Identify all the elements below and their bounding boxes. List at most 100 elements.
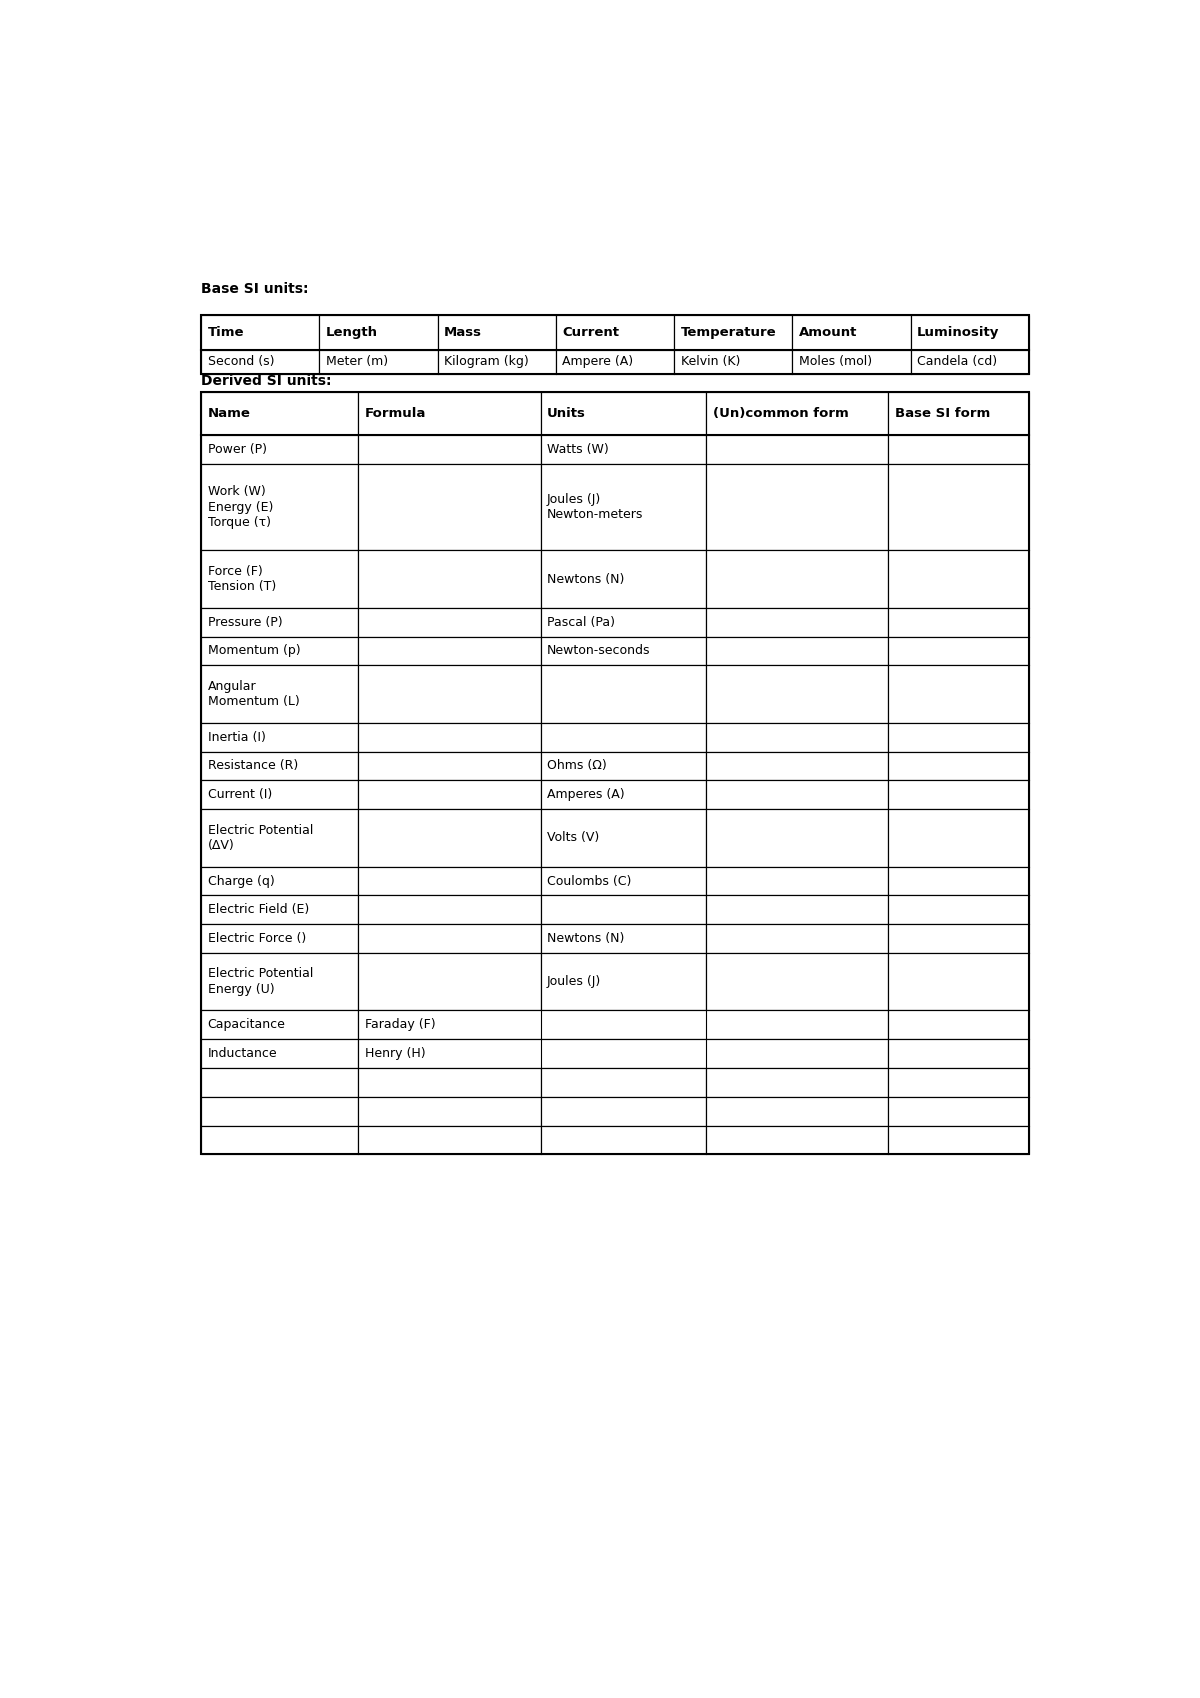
Bar xyxy=(706,550,888,608)
Bar xyxy=(674,314,792,350)
Bar xyxy=(706,464,888,550)
Bar xyxy=(706,392,888,435)
Text: Charge (q): Charge (q) xyxy=(208,874,275,888)
Text: Kelvin (K): Kelvin (K) xyxy=(680,355,740,368)
Bar xyxy=(202,866,359,895)
Bar xyxy=(202,1097,359,1126)
Text: Newton-seconds: Newton-seconds xyxy=(547,645,650,657)
Bar xyxy=(540,464,706,550)
Text: Volts (V): Volts (V) xyxy=(547,832,599,844)
Text: Base SI form: Base SI form xyxy=(895,408,990,419)
Bar xyxy=(359,723,540,752)
Bar xyxy=(888,895,1028,924)
Bar xyxy=(319,350,438,374)
Bar xyxy=(359,1068,540,1097)
Text: Capacitance: Capacitance xyxy=(208,1019,286,1031)
Bar xyxy=(359,637,540,666)
Bar xyxy=(202,1010,359,1039)
Text: Faraday (F): Faraday (F) xyxy=(365,1019,436,1031)
Text: Momentum (p): Momentum (p) xyxy=(208,645,300,657)
Bar xyxy=(911,350,1028,374)
Text: Units: Units xyxy=(547,408,586,419)
Text: Inertia (I): Inertia (I) xyxy=(208,730,265,744)
Text: Formula: Formula xyxy=(365,408,426,419)
Bar xyxy=(202,464,359,550)
Bar xyxy=(888,924,1028,953)
Bar xyxy=(706,924,888,953)
Text: Watts (W): Watts (W) xyxy=(547,443,608,457)
Text: Length: Length xyxy=(326,326,378,340)
Bar xyxy=(359,810,540,866)
Text: Electric Potential
(ΔV): Electric Potential (ΔV) xyxy=(208,824,313,852)
Bar xyxy=(888,1097,1028,1126)
Text: Resistance (R): Resistance (R) xyxy=(208,759,298,773)
Bar xyxy=(674,350,792,374)
Text: Pressure (P): Pressure (P) xyxy=(208,616,282,628)
Bar xyxy=(202,723,359,752)
Bar xyxy=(540,666,706,723)
Bar xyxy=(888,666,1028,723)
Bar xyxy=(438,314,556,350)
Text: Coulombs (C): Coulombs (C) xyxy=(547,874,631,888)
Bar xyxy=(202,781,359,810)
Bar xyxy=(202,392,359,435)
Text: Temperature: Temperature xyxy=(680,326,776,340)
Bar xyxy=(359,1039,888,1068)
Bar xyxy=(540,608,706,637)
Text: Luminosity: Luminosity xyxy=(917,326,1000,340)
Bar xyxy=(359,895,540,924)
Text: Angular
Momentum (L): Angular Momentum (L) xyxy=(208,679,300,708)
Text: Ampere (A): Ampere (A) xyxy=(563,355,634,368)
Bar xyxy=(706,1126,888,1155)
Bar xyxy=(706,637,888,666)
Text: Force (F)
Tension (T): Force (F) Tension (T) xyxy=(208,565,276,593)
Bar xyxy=(706,810,888,866)
Text: Henry (H): Henry (H) xyxy=(365,1048,426,1060)
Text: Derived SI units:: Derived SI units: xyxy=(202,374,331,387)
Bar xyxy=(540,866,706,895)
Bar xyxy=(202,666,359,723)
Bar xyxy=(888,608,1028,637)
Text: Newtons (N): Newtons (N) xyxy=(547,932,624,946)
Text: Joules (J)
Newton-meters: Joules (J) Newton-meters xyxy=(547,492,643,521)
Bar xyxy=(706,435,888,464)
Bar xyxy=(540,435,706,464)
Bar xyxy=(202,752,359,781)
Text: Mass: Mass xyxy=(444,326,482,340)
Bar xyxy=(540,1126,706,1155)
Bar xyxy=(359,781,540,810)
Text: Kilogram (kg): Kilogram (kg) xyxy=(444,355,529,368)
Bar xyxy=(202,350,319,374)
Bar xyxy=(359,1010,888,1039)
Bar xyxy=(359,924,540,953)
Bar xyxy=(359,435,540,464)
Bar xyxy=(706,1068,888,1097)
Bar xyxy=(792,314,911,350)
Text: Work (W)
Energy (E)
Torque (τ): Work (W) Energy (E) Torque (τ) xyxy=(208,486,274,530)
Bar xyxy=(556,350,674,374)
Bar xyxy=(359,1097,540,1126)
Bar xyxy=(706,752,888,781)
Bar xyxy=(706,608,888,637)
Bar xyxy=(540,637,706,666)
Bar xyxy=(202,550,359,608)
Bar xyxy=(202,314,1028,374)
Bar xyxy=(706,723,888,752)
Text: Joules (J): Joules (J) xyxy=(547,975,601,988)
Text: Power (P): Power (P) xyxy=(208,443,266,457)
Text: Name: Name xyxy=(208,408,251,419)
Bar xyxy=(359,550,540,608)
Bar xyxy=(202,1039,359,1068)
Bar xyxy=(888,810,1028,866)
Bar xyxy=(540,392,706,435)
Text: Amperes (A): Amperes (A) xyxy=(547,788,625,801)
Text: Electric Force (): Electric Force () xyxy=(208,932,306,946)
Text: Inductance: Inductance xyxy=(208,1048,277,1060)
Bar xyxy=(359,666,540,723)
Bar xyxy=(540,924,706,953)
Bar xyxy=(202,810,359,866)
Bar xyxy=(706,895,888,924)
Bar xyxy=(359,464,540,550)
Bar xyxy=(888,550,1028,608)
Bar xyxy=(202,895,359,924)
